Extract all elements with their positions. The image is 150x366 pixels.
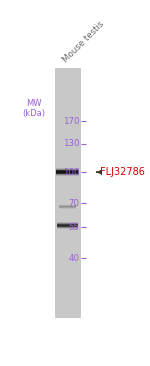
- Text: 100: 100: [63, 168, 79, 177]
- Bar: [57, 223, 78, 224]
- Text: 55: 55: [68, 223, 79, 232]
- Bar: [56, 175, 79, 176]
- Bar: [59, 206, 76, 207]
- Text: 40: 40: [68, 254, 79, 262]
- Bar: [59, 206, 76, 207]
- Bar: [59, 208, 76, 209]
- Bar: [59, 207, 76, 208]
- Bar: [56, 172, 79, 173]
- Bar: [57, 222, 78, 223]
- Bar: [59, 207, 76, 208]
- Bar: [56, 171, 79, 172]
- Bar: [59, 208, 76, 209]
- Bar: [59, 205, 76, 206]
- Bar: [56, 173, 79, 174]
- Bar: [56, 170, 79, 171]
- Bar: [59, 204, 76, 205]
- Bar: [56, 173, 79, 174]
- Bar: [59, 206, 76, 207]
- Text: 170: 170: [63, 117, 79, 126]
- Bar: [57, 227, 78, 228]
- Bar: [57, 228, 78, 229]
- Bar: [59, 208, 76, 209]
- Bar: [56, 170, 79, 171]
- Bar: [56, 172, 79, 173]
- Bar: [56, 175, 79, 176]
- Bar: [56, 174, 79, 175]
- Bar: [59, 205, 76, 206]
- Bar: [57, 225, 78, 226]
- Bar: [56, 168, 79, 169]
- Bar: [55, 68, 80, 317]
- Bar: [57, 228, 78, 229]
- Bar: [56, 169, 79, 170]
- Bar: [56, 168, 79, 169]
- Text: Mouse testis: Mouse testis: [61, 19, 106, 64]
- Bar: [56, 171, 79, 172]
- Bar: [59, 204, 76, 205]
- Text: 70: 70: [68, 199, 79, 208]
- Bar: [57, 224, 78, 225]
- Text: 130: 130: [63, 139, 79, 149]
- Bar: [57, 224, 78, 225]
- Text: FLJ32786: FLJ32786: [100, 167, 145, 177]
- Bar: [56, 174, 79, 175]
- Text: MW
(kDa): MW (kDa): [22, 99, 45, 118]
- Bar: [56, 169, 79, 170]
- Bar: [57, 226, 78, 227]
- Bar: [57, 225, 78, 226]
- Bar: [57, 227, 78, 228]
- Bar: [57, 226, 78, 227]
- Bar: [59, 204, 76, 205]
- Bar: [57, 222, 78, 223]
- Bar: [57, 223, 78, 224]
